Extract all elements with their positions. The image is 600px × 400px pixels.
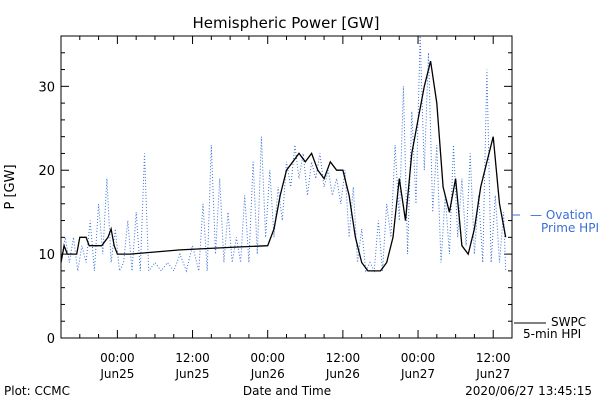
x-tick-label-date: Jun27 bbox=[475, 367, 510, 381]
series-ovation-prime bbox=[60, 35, 507, 273]
y-tick-label: 20 bbox=[38, 164, 55, 179]
legend-ovation-line1: — Ovation bbox=[530, 208, 593, 222]
plot-credit: Plot: CCMC bbox=[4, 384, 70, 398]
y-axis-label: P [GW] bbox=[3, 164, 18, 209]
x-tick-label-time: 00:00 bbox=[250, 351, 285, 365]
plot-frame bbox=[60, 35, 513, 339]
plot-timestamp: 2020/06/27 13:45:15 bbox=[465, 384, 592, 398]
x-tick-label-time: 12:00 bbox=[476, 351, 511, 365]
x-tick-label-date: Jun25 bbox=[175, 367, 210, 381]
x-axis-ticks: 00:00 Jun25 12:00 Jun25 00:00 Jun26 12:00 Jun26… bbox=[60, 36, 513, 381]
x-tick-label-date: Jun27 bbox=[400, 367, 435, 381]
series-swpc bbox=[60, 61, 507, 272]
y-tick-label: 10 bbox=[38, 248, 55, 263]
y-axis-ticks: 0 10 20 30 bbox=[38, 35, 512, 347]
swpc-line bbox=[60, 61, 507, 272]
legend-swpc-line1: SWPC bbox=[551, 315, 586, 329]
ovation-line bbox=[60, 35, 507, 273]
x-tick-label-date: Jun25 bbox=[99, 367, 134, 381]
x-tick-label-date: Jun26 bbox=[325, 367, 360, 381]
x-axis-label: Date and Time bbox=[243, 384, 331, 398]
legend-ovation-line2: Prime HPI bbox=[541, 221, 599, 235]
x-tick-label-date: Jun26 bbox=[250, 367, 285, 381]
x-tick-label-time: 00:00 bbox=[401, 351, 436, 365]
legend-swpc-line2: 5-min HPI bbox=[523, 327, 581, 341]
x-tick-label-time: 12:00 bbox=[175, 351, 210, 365]
chart-title: Hemispheric Power [GW] bbox=[193, 14, 380, 32]
y-tick-label: 0 bbox=[47, 332, 55, 347]
x-tick-label-time: 12:00 bbox=[326, 351, 361, 365]
y-tick-label: 30 bbox=[38, 80, 55, 95]
x-tick-label-time: 00:00 bbox=[100, 351, 135, 365]
